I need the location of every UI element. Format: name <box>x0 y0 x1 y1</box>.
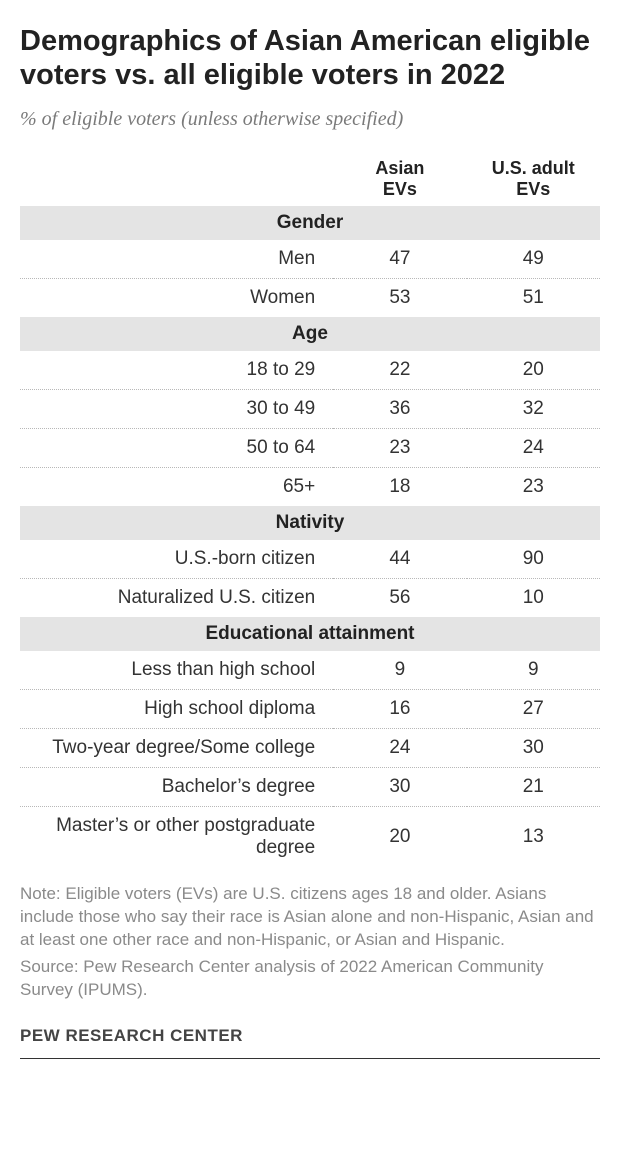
section-header: Nativity <box>20 506 600 540</box>
table-row: Men4749 <box>20 240 600 279</box>
row-value-asian: 18 <box>333 467 466 506</box>
section-header-label: Educational attainment <box>20 617 600 651</box>
end-rule <box>20 1058 600 1059</box>
section-header-label: Nativity <box>20 506 600 540</box>
table-row: High school diploma1627 <box>20 689 600 728</box>
table-row: Master’s or other postgraduate degree201… <box>20 806 600 867</box>
column-header-blank <box>20 150 333 205</box>
row-value-asian: 56 <box>333 578 466 617</box>
row-label: U.S.-born citizen <box>20 540 333 579</box>
row-value-asian: 47 <box>333 240 466 279</box>
row-value-asian: 24 <box>333 728 466 767</box>
table-row: Bachelor’s degree3021 <box>20 767 600 806</box>
chart-title: Demographics of Asian American eligible … <box>20 24 600 92</box>
section-header: Educational attainment <box>20 617 600 651</box>
section-header: Age <box>20 317 600 351</box>
row-value-usadult: 30 <box>467 728 600 767</box>
row-value-usadult: 49 <box>467 240 600 279</box>
row-label: 18 to 29 <box>20 351 333 390</box>
row-label: 30 to 49 <box>20 389 333 428</box>
row-value-usadult: 21 <box>467 767 600 806</box>
table-row: 50 to 642324 <box>20 428 600 467</box>
row-value-usadult: 90 <box>467 540 600 579</box>
brand-text: PEW RESEARCH CENTER <box>20 1026 600 1046</box>
row-label: Bachelor’s degree <box>20 767 333 806</box>
row-label: Women <box>20 278 333 317</box>
row-value-asian: 16 <box>333 689 466 728</box>
row-label: High school diploma <box>20 689 333 728</box>
row-value-usadult: 13 <box>467 806 600 867</box>
row-label: Two-year degree/Some college <box>20 728 333 767</box>
row-value-usadult: 10 <box>467 578 600 617</box>
row-value-asian: 22 <box>333 351 466 390</box>
table-body: GenderMen4749Women5351Age18 to 29222030 … <box>20 206 600 867</box>
row-label: Naturalized U.S. citizen <box>20 578 333 617</box>
row-value-usadult: 24 <box>467 428 600 467</box>
section-header: Gender <box>20 206 600 240</box>
table-row: Naturalized U.S. citizen5610 <box>20 578 600 617</box>
source-text: Source: Pew Research Center analysis of … <box>20 956 600 1002</box>
row-value-asian: 9 <box>333 651 466 690</box>
column-header-us-adult-evs: U.S. adultEVs <box>467 150 600 205</box>
row-label: Master’s or other postgraduate degree <box>20 806 333 867</box>
row-value-usadult: 27 <box>467 689 600 728</box>
table-row: Two-year degree/Some college2430 <box>20 728 600 767</box>
table-row: 18 to 292220 <box>20 351 600 390</box>
table-row: 65+1823 <box>20 467 600 506</box>
demographics-table: AsianEVs U.S. adultEVs GenderMen4749Wome… <box>20 150 600 866</box>
row-value-asian: 36 <box>333 389 466 428</box>
table-row: U.S.-born citizen4490 <box>20 540 600 579</box>
row-value-usadult: 9 <box>467 651 600 690</box>
column-header-row: AsianEVs U.S. adultEVs <box>20 150 600 205</box>
row-value-asian: 44 <box>333 540 466 579</box>
row-label: Less than high school <box>20 651 333 690</box>
row-value-asian: 20 <box>333 806 466 867</box>
row-value-usadult: 23 <box>467 467 600 506</box>
note-text: Note: Eligible voters (EVs) are U.S. cit… <box>20 883 600 952</box>
table-row: Women5351 <box>20 278 600 317</box>
section-header-label: Age <box>20 317 600 351</box>
row-value-usadult: 51 <box>467 278 600 317</box>
section-header-label: Gender <box>20 206 600 240</box>
column-header-asian-evs: AsianEVs <box>333 150 466 205</box>
row-label: 50 to 64 <box>20 428 333 467</box>
row-value-usadult: 32 <box>467 389 600 428</box>
chart-subtitle: % of eligible voters (unless otherwise s… <box>20 106 600 132</box>
table-row: 30 to 493632 <box>20 389 600 428</box>
row-value-asian: 30 <box>333 767 466 806</box>
row-label: Men <box>20 240 333 279</box>
row-label: 65+ <box>20 467 333 506</box>
table-row: Less than high school99 <box>20 651 600 690</box>
row-value-asian: 23 <box>333 428 466 467</box>
row-value-usadult: 20 <box>467 351 600 390</box>
row-value-asian: 53 <box>333 278 466 317</box>
